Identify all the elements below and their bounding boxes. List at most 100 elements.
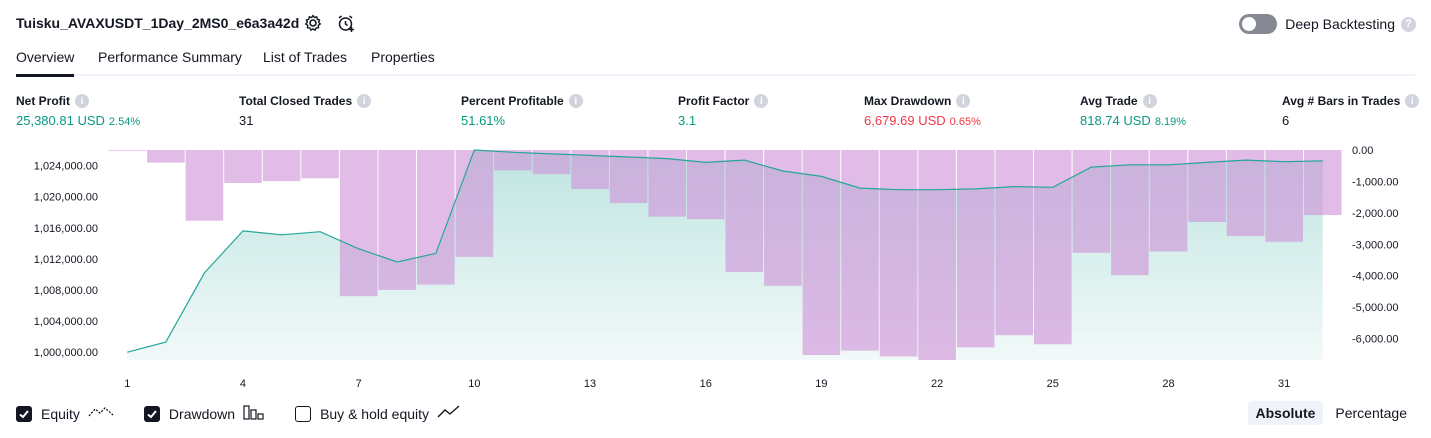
- drawdown-bar[interactable]: [841, 150, 879, 351]
- deep-backtesting-toggle[interactable]: [1239, 14, 1278, 34]
- report-tabs: Overview Performance Summary List of Tra…: [16, 44, 1415, 77]
- metric-label: Max Drawdown: [864, 94, 952, 108]
- drawdown-bar[interactable]: [648, 150, 686, 217]
- metric-value: 25,380.81 USD: [16, 113, 105, 128]
- legend-label: Drawdown: [168, 406, 236, 422]
- drawdown-bar[interactable]: [1034, 150, 1072, 345]
- info-icon[interactable]: i: [1405, 94, 1420, 108]
- drawdown-bar[interactable]: [185, 150, 224, 221]
- drawdown-bar[interactable]: [1111, 150, 1149, 276]
- tab-performance-summary[interactable]: Performance Summary: [98, 49, 242, 65]
- deep-backtesting-control: Deep Backtesting ?: [1239, 12, 1416, 36]
- drawdown-bar[interactable]: [494, 150, 532, 171]
- drawdown-bar[interactable]: [378, 150, 416, 290]
- x-axis-tick: 19: [815, 378, 827, 390]
- info-icon[interactable]: i: [754, 94, 769, 108]
- info-icon[interactable]: i: [956, 94, 971, 108]
- drawdown-bar[interactable]: [609, 150, 648, 204]
- right-axis-tick: -2,000.00: [1352, 208, 1398, 220]
- drawdown-bar[interactable]: [802, 150, 841, 355]
- equity-line-icon: [88, 404, 114, 425]
- drawdown-bar[interactable]: [1303, 150, 1342, 216]
- drawdown-bar[interactable]: [1188, 150, 1226, 222]
- drawdown-checkbox[interactable]: [143, 406, 160, 422]
- drawdown-bar[interactable]: [224, 150, 262, 183]
- metric-percent: 0.65%: [949, 116, 981, 128]
- drawdown-bar[interactable]: [995, 150, 1033, 336]
- right-axis-tick: 0.00: [1352, 145, 1373, 157]
- deep-backtesting-label: Deep Backtesting: [1285, 16, 1395, 32]
- legend-equity[interactable]: Equity: [16, 404, 114, 425]
- metric-label: Profit Factor: [678, 94, 750, 108]
- right-axis-tick: -3,000.00: [1352, 239, 1398, 251]
- info-icon[interactable]: i: [357, 94, 372, 108]
- tab-overview[interactable]: Overview: [16, 49, 75, 77]
- metric-value: 818.74 USD: [1080, 113, 1151, 128]
- info-icon[interactable]: i: [75, 94, 89, 108]
- metric-value: 3.1: [678, 113, 697, 128]
- right-axis-tick: -4,000.00: [1352, 271, 1398, 283]
- x-axis-tick: 16: [700, 378, 712, 390]
- info-icon[interactable]: i: [1142, 94, 1157, 108]
- x-axis-tick: 28: [1162, 378, 1174, 390]
- buy-hold-checkbox[interactable]: [295, 406, 312, 422]
- metric-avg-bars-in-trades: Avg # Bars in Trades i 6: [1282, 94, 1420, 128]
- settings-gear-icon[interactable]: [303, 13, 325, 35]
- metric-avg-trade: Avg Trade i 818.74 USD 8.19%: [1080, 94, 1186, 128]
- drawdown-bar[interactable]: [417, 150, 455, 285]
- info-icon[interactable]: i: [568, 94, 583, 108]
- drawdown-bar[interactable]: [301, 150, 339, 179]
- drawdown-bar[interactable]: [1265, 150, 1303, 242]
- equity-drawdown-chart[interactable]: 1,000,000.00 1,004,000.00 1,008,000.00 1,01…: [0, 140, 1431, 395]
- right-axis-tick: -6,000.00: [1352, 334, 1398, 346]
- help-icon[interactable]: ?: [1401, 16, 1416, 32]
- drawdown-bar[interactable]: [108, 150, 147, 151]
- percentage-button[interactable]: Percentage: [1335, 405, 1407, 421]
- tab-properties[interactable]: Properties: [371, 49, 435, 65]
- drawdown-bar[interactable]: [918, 150, 956, 360]
- drawdown-bar[interactable]: [879, 150, 918, 357]
- left-axis-tick: 1,000,000.00: [34, 347, 98, 359]
- drawdown-bar[interactable]: [455, 150, 494, 257]
- x-axis-tick: 31: [1278, 378, 1290, 390]
- tab-list-of-trades[interactable]: List of Trades: [263, 49, 348, 65]
- metric-value: 51.61%: [461, 113, 506, 128]
- equity-checkbox[interactable]: [16, 406, 32, 422]
- drawdown-bar[interactable]: [262, 150, 301, 182]
- drawdown-bar[interactable]: [339, 150, 378, 297]
- add-alert-clock-icon[interactable]: [336, 13, 358, 35]
- x-axis-tick: 22: [931, 378, 943, 390]
- left-axis-tick: 1,016,000.00: [34, 223, 98, 235]
- report-header: Tuisku_AVAXUSDT_1Day_2MS0_e6a3a42d Deep …: [16, 12, 1416, 36]
- drawdown-bar[interactable]: [686, 150, 725, 220]
- drawdown-bar[interactable]: [1149, 150, 1188, 252]
- drawdown-bar[interactable]: [725, 150, 764, 272]
- drawdown-bar[interactable]: [1072, 150, 1111, 253]
- x-axis-tick: 25: [1047, 378, 1059, 390]
- right-axis-tick: -5,000.00: [1352, 302, 1398, 314]
- metric-value: 6,679.69 USD: [864, 113, 946, 128]
- left-axis-tick: 1,008,000.00: [34, 285, 98, 297]
- absolute-button[interactable]: Absolute: [1247, 401, 1324, 425]
- metric-value: 6: [1282, 113, 1290, 128]
- x-axis-tick: 13: [584, 378, 596, 390]
- metric-label: Avg Trade: [1080, 94, 1138, 108]
- drawdown-bar[interactable]: [147, 150, 185, 163]
- drawdown-bar[interactable]: [1226, 150, 1265, 237]
- x-axis-tick: 10: [468, 378, 480, 390]
- buy-hold-line-icon: [437, 404, 461, 425]
- legend-label: Equity: [41, 406, 80, 422]
- metric-percent: 8.19%: [1154, 116, 1187, 128]
- toggle-knob: [1242, 17, 1257, 31]
- legend-buy-hold-equity[interactable]: Buy & hold equity: [295, 404, 461, 425]
- drawdown-bar[interactable]: [956, 150, 995, 348]
- metric-value: 31: [239, 113, 254, 128]
- strategy-title: Tuisku_AVAXUSDT_1Day_2MS0_e6a3a42d: [16, 15, 300, 31]
- metric-percent-profitable: Percent Profitable i 51.61%: [461, 94, 583, 128]
- x-axis-tick: 1: [124, 378, 130, 390]
- x-axis-tick: 4: [240, 378, 246, 390]
- scale-mode-switch: Absolute Percentage: [1244, 401, 1416, 425]
- drawdown-bar[interactable]: [764, 150, 802, 286]
- legend-drawdown[interactable]: Drawdown: [143, 404, 265, 425]
- right-axis-tick: -1,000.00: [1352, 176, 1398, 188]
